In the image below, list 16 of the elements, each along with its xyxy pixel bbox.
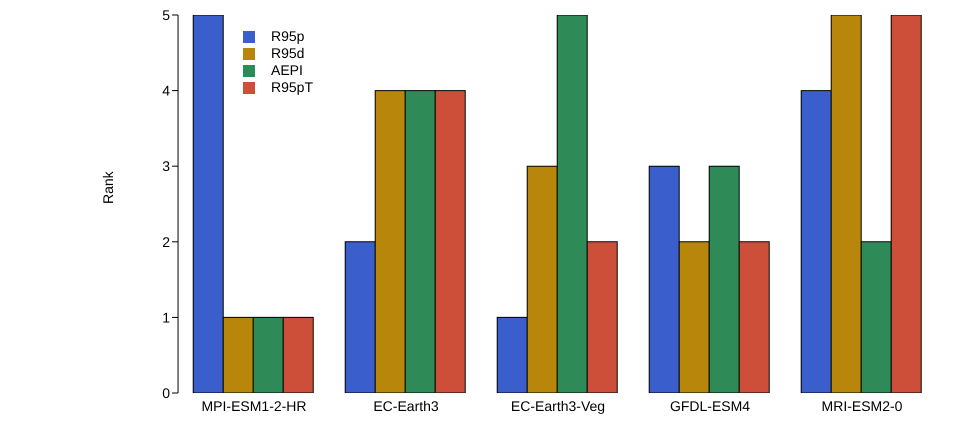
x-tick-label: MRI-ESM2-0: [822, 398, 903, 414]
legend-label: R95pT: [271, 79, 314, 95]
x-tick-label: EC-Earth3-Veg: [510, 398, 606, 414]
x-tick-label: EC-Earth3: [373, 398, 439, 414]
x-tick-label: GFDL-ESM4: [670, 398, 750, 414]
legend-label: R95p: [271, 28, 304, 44]
y-tick-label: 0: [162, 384, 170, 401]
y-tick-label: 1: [162, 309, 170, 326]
y-tick-label: 5: [162, 6, 170, 23]
y-tick-label: 3: [162, 158, 170, 174]
y-tick-label: 2: [162, 234, 170, 250]
legend-label: R95d: [271, 45, 304, 61]
y-tick-label: 4: [162, 82, 170, 99]
legend-label: AEPI: [271, 62, 303, 78]
x-tick-label: MPI-ESM1-2-HR: [202, 398, 307, 414]
y-axis-title: Rank: [100, 170, 116, 204]
